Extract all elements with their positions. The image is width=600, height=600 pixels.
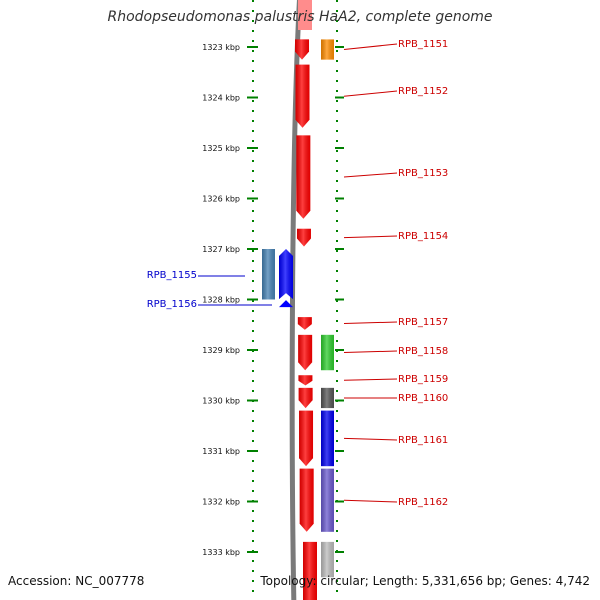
feature-highlight (321, 334, 334, 371)
label-group: RPB_1151 RPB_1152 RPB_1153 RPB_1154 RPB_1157… (147, 39, 449, 508)
map-title: Rhodopseudomonas palustris HaA2, complet… (107, 9, 493, 25)
tick-label: 1325 kbp (202, 144, 240, 153)
feature-highlight (321, 387, 334, 409)
accession-text: Accession: NC_007778 (8, 574, 145, 588)
gene-label-forward: RPB_1160 (398, 393, 448, 404)
feature-highlight (321, 39, 334, 60)
gene-label-forward: RPB_1162 (398, 497, 448, 508)
gene-label-forward: RPB_1157 (398, 317, 448, 328)
tick-group: 1323 kbp 1324 kbp 1325 kbp 1326 kbp 1327 kbp… (202, 43, 344, 557)
gene-arrow-highlight (295, 39, 310, 60)
tick-label: 1330 kbp (202, 397, 240, 406)
gene-label-forward: RPB_1158 (398, 346, 448, 357)
gene-label-leader (343, 437, 398, 441)
feature-highlight (321, 541, 334, 578)
gene-label-forward: RPB_1151 (398, 39, 448, 50)
gene-arrow-highlight (299, 468, 314, 532)
gene-label-forward: RPB_1152 (398, 86, 448, 97)
feature-group (321, 39, 334, 578)
tick-label: 1329 kbp (202, 346, 240, 355)
gene-label-leader (343, 378, 398, 381)
tick-label: 1331 kbp (202, 447, 240, 456)
gene-arrow-highlight (298, 387, 313, 409)
gene-arrow-highlight (298, 375, 313, 386)
tick-label: 1328 kbp (202, 296, 240, 305)
tick-label: 1323 kbp (202, 43, 240, 52)
tick-label: 1324 kbp (202, 94, 240, 103)
gene-label-leader (343, 90, 398, 97)
gene-group (262, 0, 317, 600)
gene-label-leader (343, 321, 398, 324)
gene-label-reverse: RPB_1155 (147, 270, 197, 281)
tick-label: 1333 kbp (202, 548, 240, 557)
gene-label-leader (343, 235, 398, 239)
gene-arrow-reverse-tip (279, 300, 293, 308)
gene-label-forward: RPB_1153 (398, 168, 448, 179)
genome-summary-text: Topology: circular; Length: 5,331,656 bp… (260, 574, 590, 588)
gene-arrow-highlight (299, 410, 314, 467)
gene-label-leader (343, 172, 398, 178)
tick-label: 1327 kbp (202, 245, 240, 254)
gene-arrow-highlight (298, 334, 313, 371)
gene-arrow-highlight (279, 249, 293, 300)
feature-highlight (321, 468, 334, 532)
gene-label-leader (343, 499, 398, 503)
tick-label: 1332 kbp (202, 498, 240, 507)
gene-arrow-highlight (296, 228, 311, 247)
gene-arrow-highlight (295, 64, 310, 128)
gene-label-reverse: RPB_1156 (147, 299, 197, 310)
gene-label-forward: RPB_1154 (398, 231, 448, 242)
gene-arrow-fade (298, 0, 312, 30)
gene-label-forward: RPB_1161 (398, 435, 448, 446)
tick-label: 1326 kbp (202, 195, 240, 204)
gene-label-leader (343, 43, 398, 51)
gene-arrow-highlight (303, 541, 317, 600)
feature-highlight (321, 410, 334, 467)
gene-label-leader (343, 350, 398, 354)
gene-arrow-highlight (297, 317, 312, 330)
gene-block-highlight (262, 249, 275, 300)
gene-arrow-highlight (296, 135, 311, 219)
gene-label-forward: RPB_1159 (398, 374, 448, 385)
